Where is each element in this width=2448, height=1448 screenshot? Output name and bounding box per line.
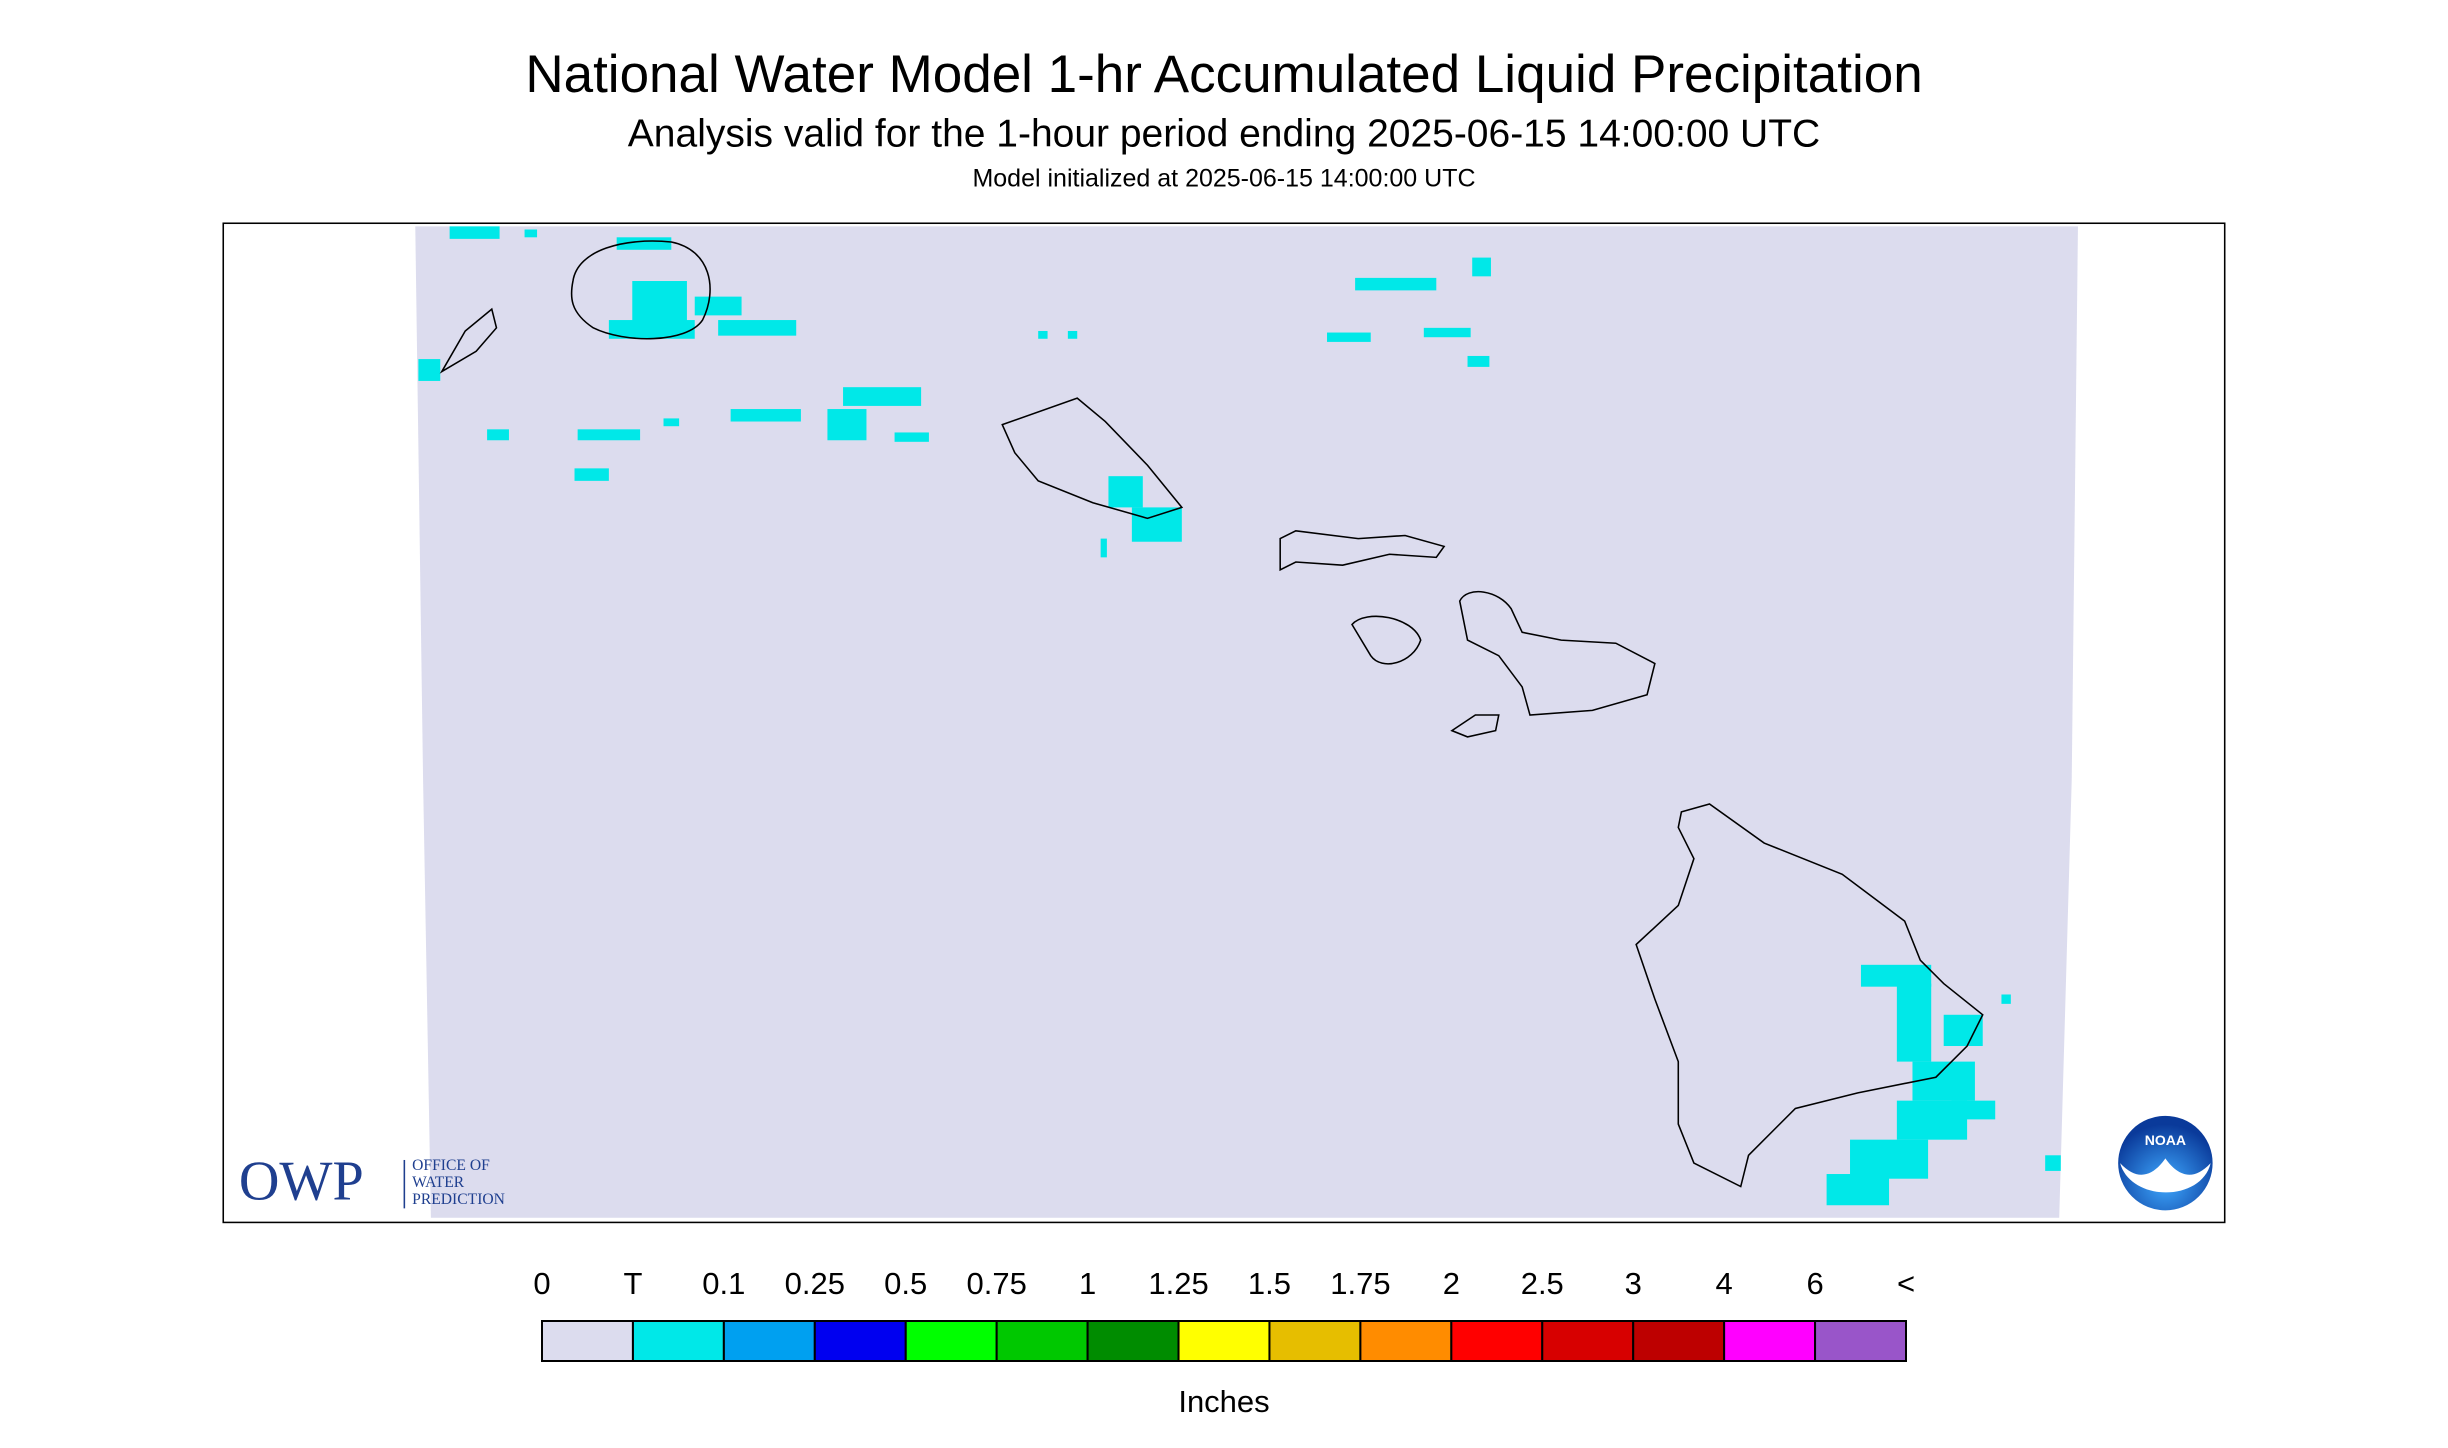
domain-area [415,226,2078,1218]
colorbar-swatch [1541,1320,1635,1362]
colorbar-swatch [1086,1320,1180,1362]
colorbar: 0 T 0.1 0.25 0.5 0.75 1 1.25 1.5 1.75 2 2.5 3 4 6 < [533,1266,1915,1362]
colorbar-label: < [1897,1266,1915,1301]
colorbar-label: 1.5 [1248,1266,1291,1301]
noaa-text: NOAA [2145,1132,2186,1148]
colorbar-swatch [1723,1320,1817,1362]
colorbar-swatch [631,1320,725,1362]
colorbar-label: 0.25 [785,1266,845,1301]
colorbar-label: 4 [1716,1266,1733,1301]
owp-line: OFFICE OF [412,1157,490,1174]
colorbar-swatch [541,1320,634,1362]
colorbar-label: 3 [1625,1266,1642,1301]
colorbar-swatch [904,1320,998,1362]
colorbar-swatch [1268,1320,1362,1362]
colorbar-label: 6 [1806,1266,1823,1301]
owp-line: WATER [412,1174,465,1191]
subtitle: Analysis valid for the 1-hour period end… [628,112,1820,155]
title: National Water Model 1-hr Accumulated Li… [525,45,1922,104]
colorbar-swatch [1450,1320,1544,1362]
owp-line: PREDICTION [412,1191,505,1208]
colorbar-label: 0.75 [966,1266,1026,1301]
owp-mark: OWP [239,1150,364,1212]
colorbar-swatch [1814,1320,1907,1362]
colorbar-label: 1 [1079,1266,1096,1301]
init-time: Model initialized at 2025-06-15 14:00:00… [972,165,1475,193]
colorbar-label: 0 [533,1266,550,1301]
colorbar-label: 0.1 [702,1266,745,1301]
colorbar-label: 0.5 [884,1266,927,1301]
colorbar-label: 2.5 [1521,1266,1564,1301]
noaa-gull [2120,1158,2211,1193]
colorbar-label: T [623,1266,642,1301]
colorbar-label: 1.25 [1148,1266,1208,1301]
colorbar-swatch [722,1320,816,1362]
colorbar-swatch [995,1320,1089,1362]
colorbar-unit: Inches [1178,1384,1269,1419]
colorbar-swatch [1359,1320,1453,1362]
colorbar-swatch [813,1320,907,1362]
map: OWP OFFICE OF WATER PREDICTION NOAA [222,222,2226,1224]
colorbar-label: 1.75 [1330,1266,1390,1301]
colorbar-swatch [1177,1320,1271,1362]
coastlines [439,240,1984,1188]
colorbar-label: 2 [1443,1266,1460,1301]
colorbar-swatch [1632,1320,1726,1362]
